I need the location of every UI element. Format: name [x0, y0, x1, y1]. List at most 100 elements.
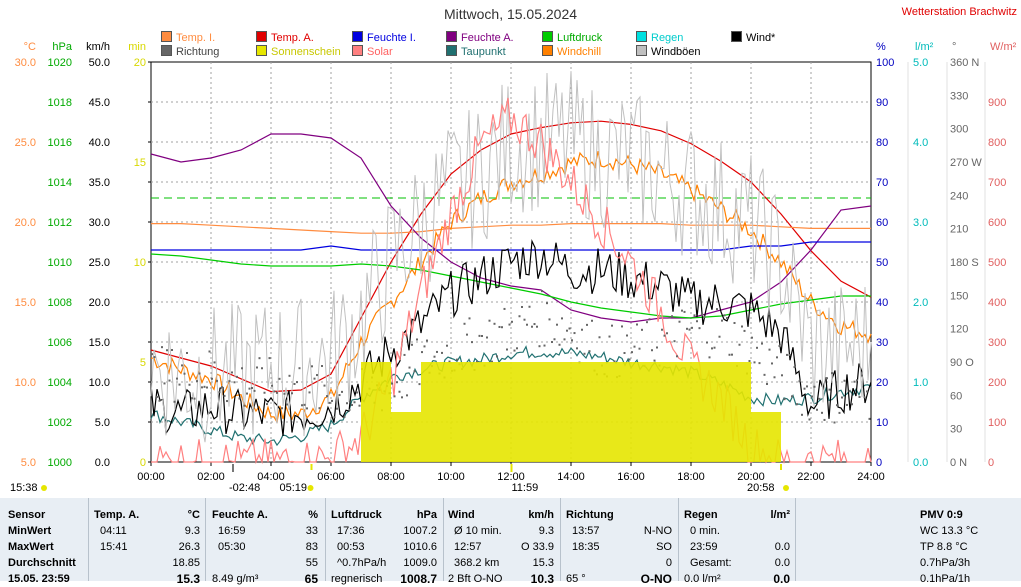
stat-col-sensor: Sensor MinWert MaxWert Durchschnitt 15.0… — [8, 507, 76, 587]
direction-point — [156, 395, 158, 398]
direction-point — [503, 307, 506, 310]
direction-point — [771, 362, 773, 365]
direction-point — [198, 372, 201, 375]
direction-point — [421, 351, 423, 354]
direction-point — [756, 346, 758, 349]
direction-point — [701, 313, 703, 316]
y-tick-label: 90 — [876, 97, 888, 109]
direction-point — [261, 367, 263, 370]
direction-point — [236, 375, 238, 378]
direction-point — [168, 379, 171, 382]
direction-point — [661, 328, 663, 331]
direction-point — [631, 351, 633, 354]
y-tick-label: 30.0 — [15, 57, 36, 69]
stat-value: 1007.2 — [403, 525, 437, 537]
y-tick-label: 300 — [988, 337, 1006, 349]
stat-time: 04:11 — [100, 525, 127, 537]
stat-time: 0.0 l/m² — [684, 573, 721, 585]
direction-point — [491, 360, 493, 363]
direction-point — [293, 382, 296, 385]
stat-row: 2 Bft O-NO 10.3 — [448, 571, 554, 587]
x-tick-label: 14:00 — [557, 471, 585, 483]
direction-point — [391, 382, 393, 385]
pmv-row: 0.1hPa/1h — [920, 573, 971, 585]
direction-point — [333, 416, 336, 419]
direction-point — [411, 343, 413, 346]
direction-point — [821, 411, 823, 414]
direction-point — [628, 358, 631, 361]
direction-point — [238, 397, 241, 400]
stat-divider — [205, 498, 206, 581]
direction-point — [723, 314, 726, 317]
direction-point — [358, 404, 361, 407]
direction-point — [778, 345, 781, 348]
stat-row: 15:41 26.3 — [94, 539, 200, 555]
sun-dot — [41, 485, 47, 491]
stat-time: 16:59 — [218, 525, 246, 537]
direction-point — [321, 365, 323, 368]
y-tick-label: 30 — [876, 337, 888, 349]
legend-label: Wind* — [746, 32, 776, 44]
direction-point — [396, 381, 398, 384]
y-tick-label: 0 N — [950, 457, 967, 469]
direction-point — [216, 379, 218, 382]
direction-point — [413, 370, 416, 373]
direction-point — [291, 392, 293, 395]
y-tick-label: 40.0 — [89, 137, 110, 149]
stat-time: 05:30 — [218, 541, 246, 553]
stat-unit: °C — [187, 509, 200, 521]
direction-point — [811, 395, 813, 398]
direction-point — [768, 348, 771, 351]
y-tick-label: 80 — [876, 137, 888, 149]
stat-header: Luftdruck — [331, 509, 382, 521]
x-tick-label: 12:00 — [497, 471, 525, 483]
y-tick-label: 700 — [988, 177, 1006, 189]
stat-value: 9.3 — [184, 525, 200, 537]
legend-swatch — [542, 45, 553, 56]
stat-time: Ø 10 min. — [454, 525, 502, 537]
legend-swatch — [352, 45, 363, 56]
axis-unit: °C — [24, 41, 36, 53]
direction-point — [861, 374, 863, 377]
direction-point — [478, 334, 481, 337]
station-name[interactable]: Wetterstation Brachwitz — [901, 6, 1017, 18]
direction-point — [316, 374, 318, 377]
direction-point — [273, 390, 276, 393]
legend-item: Sonnenschein — [256, 45, 341, 58]
direction-point — [793, 366, 796, 369]
moonrise-label: 15:38 — [10, 482, 38, 494]
sunshine-bar — [721, 362, 751, 462]
direction-point — [511, 320, 513, 323]
direction-point — [263, 391, 266, 394]
direction-point — [696, 320, 698, 323]
legend-label: Temp. I. — [176, 32, 216, 44]
stat-value: 18.85 — [172, 557, 200, 569]
direction-point — [706, 341, 708, 344]
direction-point — [248, 387, 251, 390]
legend-swatch — [731, 31, 742, 42]
direction-point — [866, 390, 868, 393]
direction-point — [341, 390, 343, 393]
direction-point — [196, 380, 198, 383]
stat-value: 9.3 — [538, 525, 554, 537]
y-tick-label: 5.0 — [913, 57, 928, 69]
direction-point — [393, 395, 396, 398]
stat-row: Gesamt: 0.0 — [684, 555, 790, 571]
direction-point — [278, 377, 281, 380]
stat-time: 368.2 km — [454, 557, 500, 569]
stat-divider — [560, 498, 561, 581]
y-tick-label: 4.0 — [913, 137, 928, 149]
direction-point — [711, 347, 713, 350]
x-tick-label: 00:00 — [137, 471, 165, 483]
y-tick-label: 800 — [988, 137, 1006, 149]
x-tick-label: 20:00 — [737, 471, 765, 483]
y-tick-label: 0 — [876, 457, 882, 469]
direction-point — [766, 383, 768, 386]
y-tick-label: 15.0 — [15, 297, 36, 309]
legend-label: Windchill — [557, 46, 602, 58]
direction-point — [641, 328, 643, 331]
direction-point — [516, 347, 518, 350]
stat-row: 05:30 83 — [212, 539, 318, 555]
direction-point — [808, 418, 811, 421]
y-tick-label: 200 — [988, 377, 1006, 389]
